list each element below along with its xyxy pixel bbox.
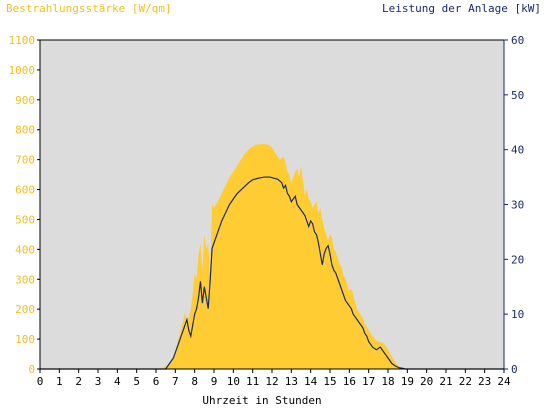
left-tick-label: 0 xyxy=(28,363,35,376)
left-tick-label: 600 xyxy=(15,184,35,197)
right-tick-label: 30 xyxy=(511,199,524,212)
x-tick-label: 19 xyxy=(401,375,414,388)
right-tick-label: 0 xyxy=(511,363,518,376)
left-tick-label: 900 xyxy=(15,94,35,107)
power-line xyxy=(40,176,504,370)
right-axis-title: Leistung der Anlage [kW] xyxy=(382,2,541,15)
x-tick-label: 22 xyxy=(459,375,472,388)
left-tick-label: 200 xyxy=(15,303,35,316)
x-tick-label: 17 xyxy=(362,375,375,388)
x-axis-label: Uhrzeit in Stunden xyxy=(202,394,321,407)
right-tick-label: 40 xyxy=(511,144,524,157)
right-tick-label: 10 xyxy=(511,308,524,321)
x-tick-label: 12 xyxy=(265,375,278,388)
right-tick-label: 50 xyxy=(511,89,524,102)
left-tick-label: 800 xyxy=(15,124,35,137)
x-tick-label: 7 xyxy=(172,375,179,388)
left-tick-label: 400 xyxy=(15,243,35,256)
x-tick-label: 10 xyxy=(227,375,240,388)
x-tick-label: 4 xyxy=(114,375,121,388)
x-tick-label: 8 xyxy=(191,375,198,388)
x-tick-label: 2 xyxy=(75,375,82,388)
x-tick-label: 3 xyxy=(95,375,102,388)
x-tick-label: 16 xyxy=(343,375,356,388)
x-tick-label: 9 xyxy=(211,375,218,388)
left-tick-label: 500 xyxy=(15,213,35,226)
x-tick-label: 5 xyxy=(133,375,140,388)
x-tick-label: 21 xyxy=(439,375,452,388)
irradiance-area xyxy=(40,144,504,369)
left-tick-label: 700 xyxy=(15,154,35,167)
x-tick-label: 11 xyxy=(246,375,259,388)
x-tick-label: 1 xyxy=(56,375,63,388)
x-tick-label: 13 xyxy=(285,375,298,388)
left-tick-label: 1100 xyxy=(9,34,36,47)
left-tick-label: 100 xyxy=(15,333,35,346)
x-tick-label: 0 xyxy=(37,375,44,388)
x-tick-label: 18 xyxy=(381,375,394,388)
left-tick-label: 300 xyxy=(15,273,35,286)
x-tick-label: 23 xyxy=(478,375,491,388)
x-tick-label: 15 xyxy=(323,375,336,388)
x-tick-label: 24 xyxy=(497,375,511,388)
right-tick-label: 60 xyxy=(511,34,524,47)
right-tick-label: 20 xyxy=(511,253,524,266)
left-axis-title: Bestrahlungsstärke [W/qm] xyxy=(6,2,172,15)
left-tick-label: 1000 xyxy=(9,64,36,77)
x-tick-label: 14 xyxy=(304,375,318,388)
x-tick-label: 20 xyxy=(420,375,433,388)
x-tick-label: 6 xyxy=(153,375,160,388)
